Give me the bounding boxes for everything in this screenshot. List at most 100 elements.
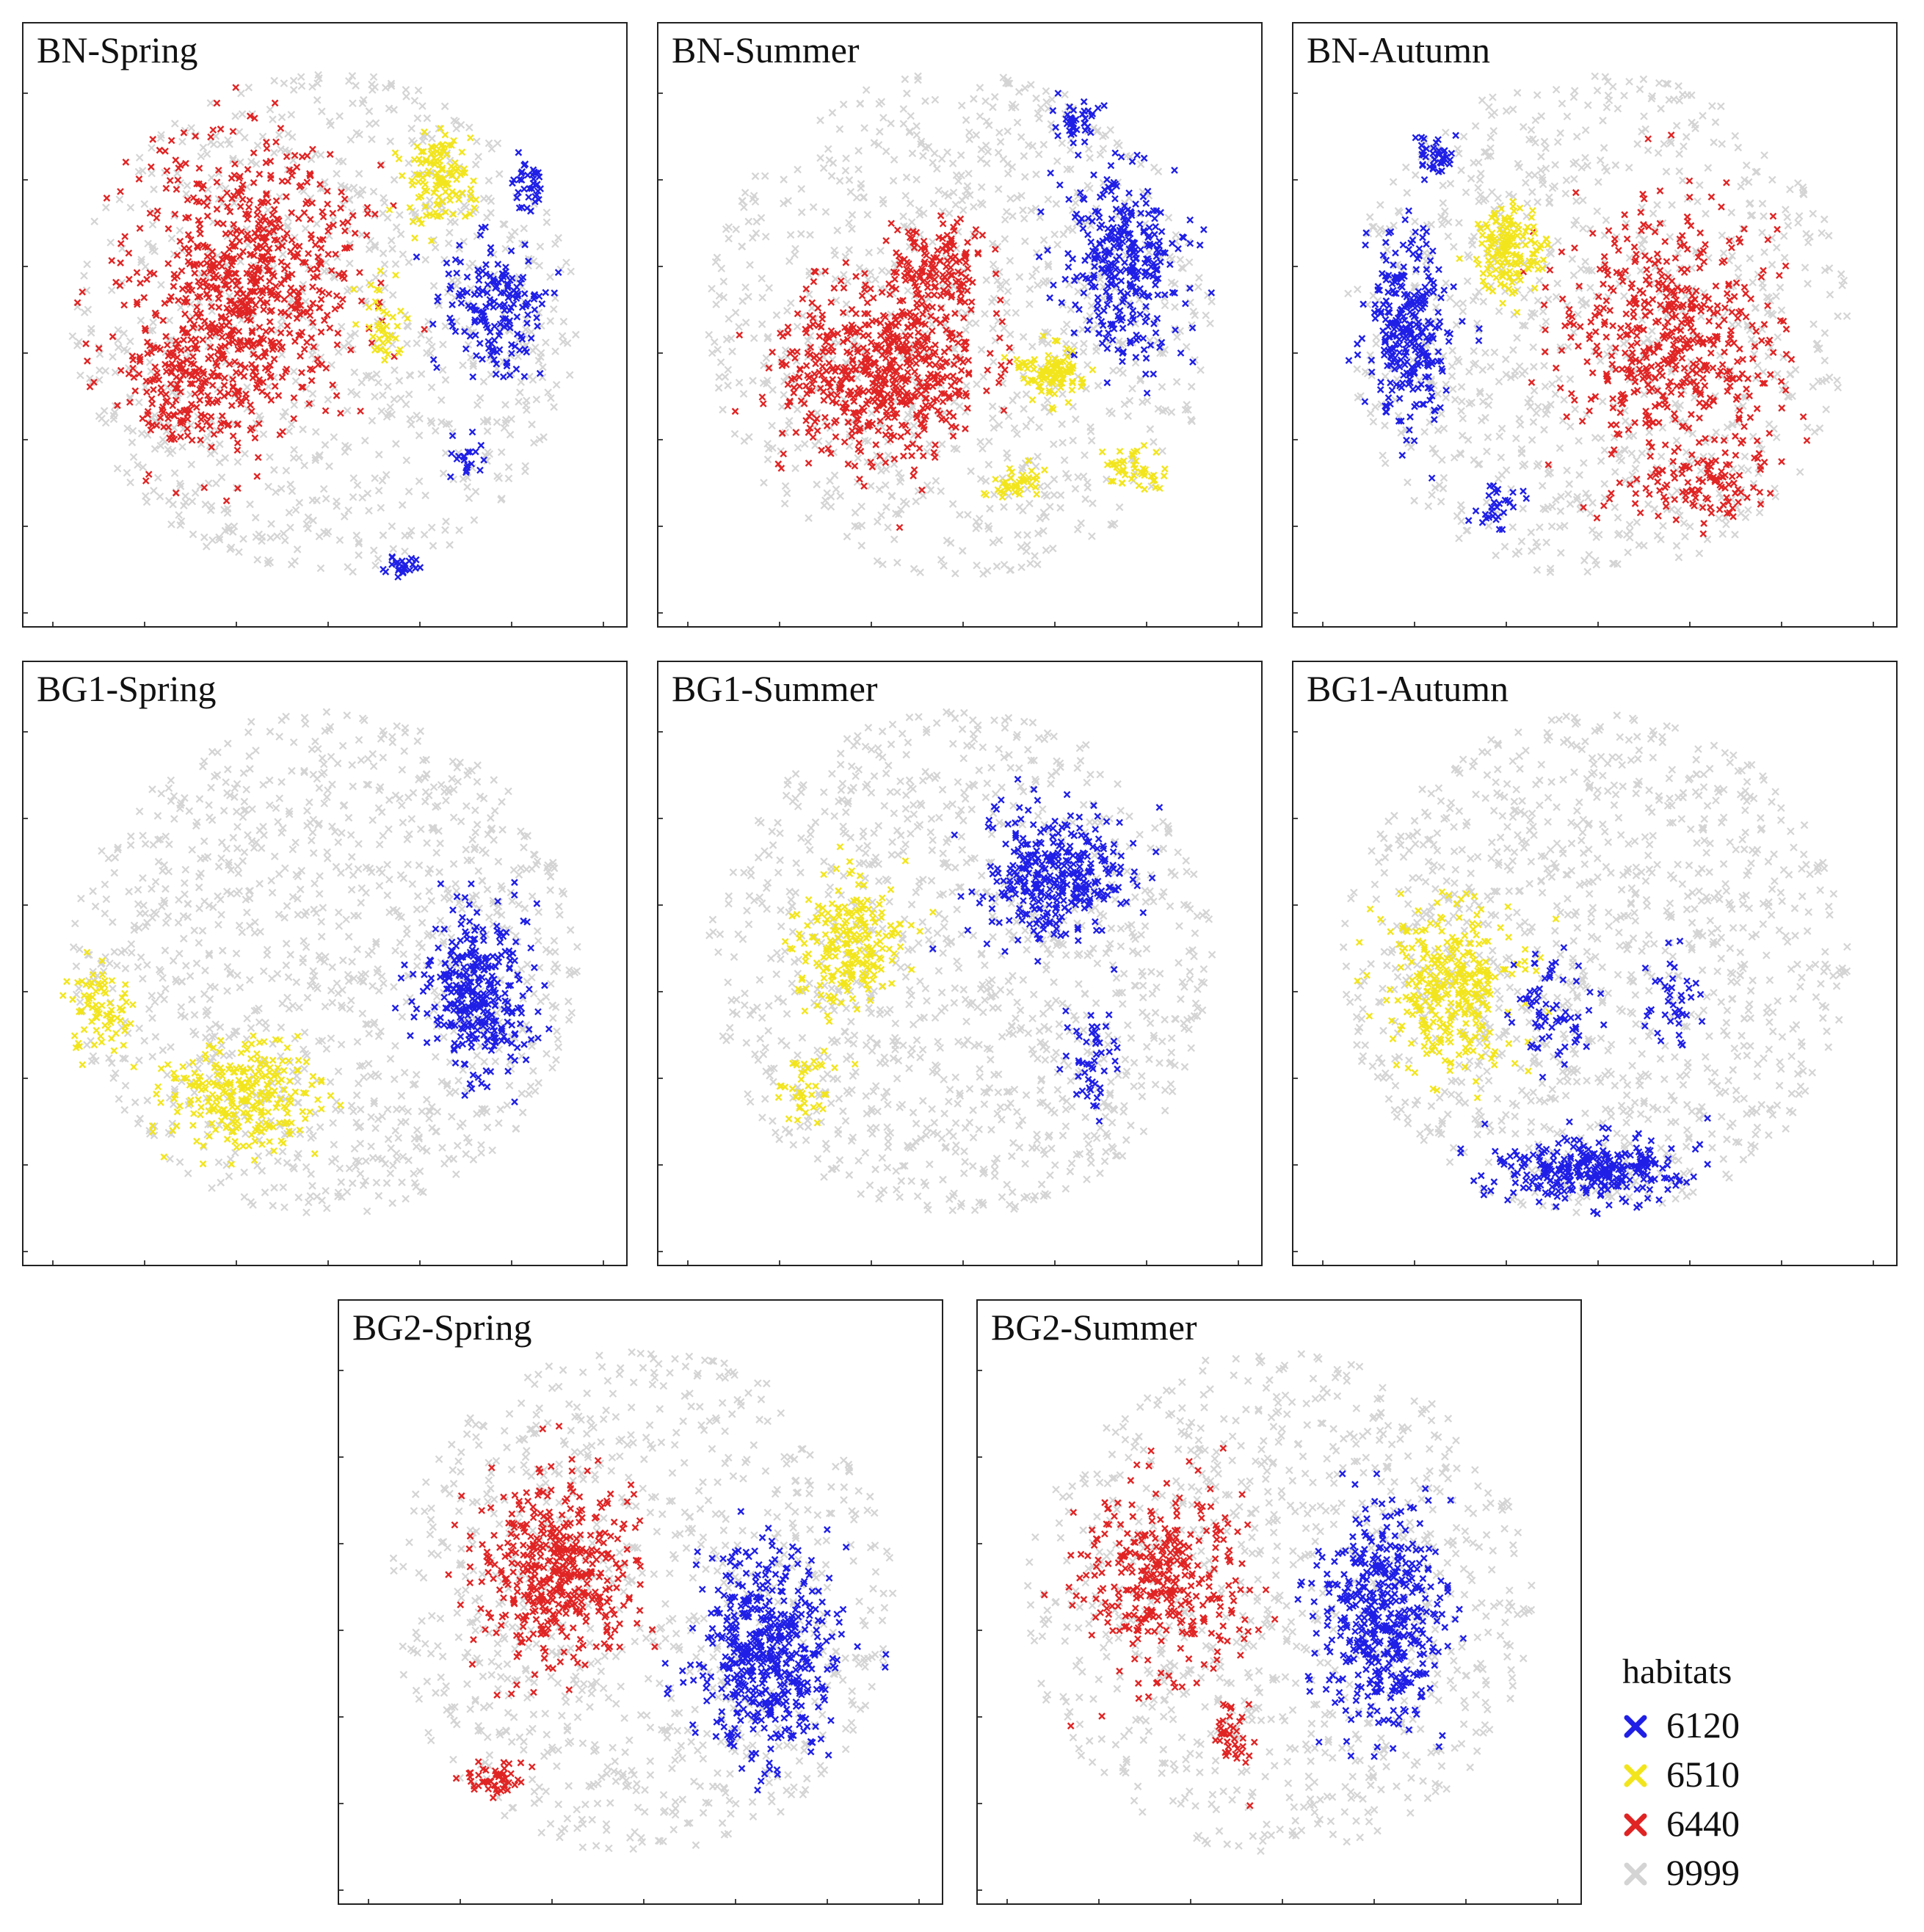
scatter-point xyxy=(786,349,794,357)
scatter-point xyxy=(1158,228,1166,236)
scatter-point xyxy=(841,408,849,416)
scatter-point xyxy=(404,159,413,167)
scatter-point xyxy=(957,101,966,110)
scatter-point xyxy=(1680,142,1688,150)
scatter-point xyxy=(255,170,264,178)
scatter-point xyxy=(395,377,404,385)
scatter-point xyxy=(1147,341,1155,349)
scatter-point xyxy=(371,119,380,127)
scatter-point xyxy=(134,461,142,469)
scatter-point xyxy=(427,150,435,158)
scatter-point xyxy=(244,165,252,173)
scatter-point xyxy=(909,274,916,281)
scatter-point xyxy=(778,358,785,366)
scatter-point xyxy=(355,285,364,294)
scatter-point xyxy=(951,200,960,209)
scatter-point xyxy=(972,518,981,526)
scatter-point xyxy=(172,344,180,352)
scatter-point xyxy=(705,330,714,339)
scatter-point xyxy=(210,430,218,438)
scatter-point xyxy=(382,471,391,479)
scatter-point xyxy=(926,370,934,378)
scatter-point xyxy=(759,400,767,407)
scatter-point xyxy=(479,355,486,363)
scatter-point xyxy=(1124,412,1132,421)
scatter-point xyxy=(1760,151,1768,159)
scatter-point xyxy=(807,410,816,418)
scatter-point xyxy=(1186,298,1194,307)
scatter-point xyxy=(1490,109,1499,117)
scatter-point xyxy=(116,282,124,289)
scatter-point xyxy=(284,129,292,138)
scatter-point xyxy=(1094,104,1102,112)
scatter-point xyxy=(487,249,495,257)
scatter-point xyxy=(547,394,555,402)
scatter-point xyxy=(490,356,498,363)
scatter-point xyxy=(1094,299,1102,307)
scatter-point xyxy=(477,317,484,325)
scatter-point xyxy=(972,319,980,327)
scatter-point xyxy=(388,291,397,299)
scatter-point xyxy=(1053,337,1061,345)
scatter-point xyxy=(498,270,507,277)
scatter-point xyxy=(869,294,877,302)
scatter-point xyxy=(833,391,841,399)
scatter-point xyxy=(223,189,231,197)
scatter-point xyxy=(912,312,920,320)
scatter-point xyxy=(402,456,411,465)
scatter-point xyxy=(845,176,854,184)
scatter-point xyxy=(901,75,910,84)
scatter-point xyxy=(1152,329,1160,337)
scatter-point xyxy=(333,502,341,510)
scatter-point xyxy=(982,276,991,284)
scatter-point xyxy=(945,333,954,341)
scatter-point xyxy=(277,308,285,316)
scatter-point xyxy=(1140,228,1147,236)
scatter-point xyxy=(867,458,874,466)
scatter-point xyxy=(255,379,264,387)
scatter-point xyxy=(731,407,739,415)
scatter-point xyxy=(1208,289,1216,297)
scatter-point xyxy=(367,281,374,288)
scatter-point xyxy=(379,391,387,399)
scatter-point xyxy=(125,249,133,257)
scatter-point xyxy=(1769,310,1777,319)
scatter-point xyxy=(1119,465,1128,473)
scatter-point xyxy=(501,401,509,409)
scatter-point xyxy=(330,433,338,441)
scatter-point xyxy=(501,220,509,229)
scatter-point xyxy=(280,275,288,283)
scatter-point xyxy=(865,355,874,363)
scatter-point xyxy=(193,180,200,188)
scatter-point xyxy=(357,378,366,387)
scatter-point xyxy=(1096,224,1104,232)
scatter-point xyxy=(871,275,879,283)
scatter-point xyxy=(263,191,270,199)
scatter-point xyxy=(1052,123,1059,131)
scatter-point xyxy=(1112,304,1119,311)
scatter-point xyxy=(932,316,940,324)
scatter-point xyxy=(442,208,449,216)
scatter-point xyxy=(524,255,533,263)
scatter-point xyxy=(1113,182,1120,190)
scatter-point xyxy=(453,455,461,463)
scatter-point xyxy=(1053,157,1061,165)
scatter-point xyxy=(1028,396,1037,404)
scatter-point xyxy=(1032,249,1041,257)
scatter-point xyxy=(118,244,126,253)
scatter-point xyxy=(190,344,198,352)
scatter-point xyxy=(901,332,910,340)
scatter-point xyxy=(463,273,471,281)
scatter-point xyxy=(418,137,427,145)
scatter-point xyxy=(473,137,481,145)
scatter-point xyxy=(150,445,159,453)
scatter-point xyxy=(972,225,980,233)
scatter-point xyxy=(876,374,884,382)
scatter-point xyxy=(888,356,896,364)
scatter-point xyxy=(371,273,380,282)
scatter-point xyxy=(421,128,428,136)
scatter-point xyxy=(441,526,449,534)
scatter-point xyxy=(257,256,264,264)
scatter-point xyxy=(1803,424,1812,432)
scatter-point xyxy=(796,230,805,238)
